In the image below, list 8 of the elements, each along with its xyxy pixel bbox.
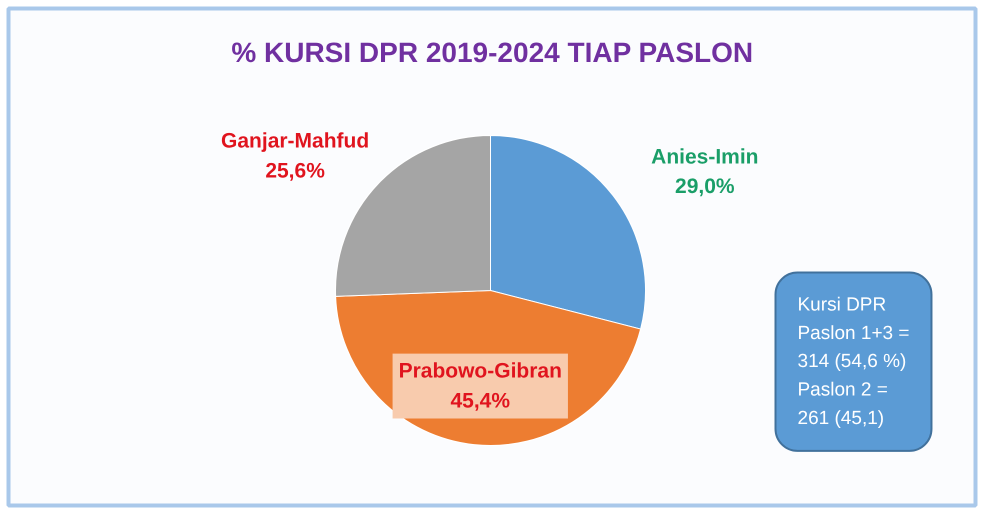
text: Kursi DPR Paslon 1+3 = 314 (54,6 %) Paslon 2 = 261 (45,1) <box>798 294 910 429</box>
slice-label: Anies-Imin <box>651 145 759 168</box>
slice-label: Prabowo-Gibran <box>398 360 562 383</box>
chart-title: % KURSI DPR 2019-2024 TIAP PASLON <box>231 37 754 68</box>
data-label: 25,6% <box>265 160 326 183</box>
data-label: 45,4% <box>450 390 510 412</box>
slice-label: Ganjar-Mahfud <box>221 130 370 153</box>
data-label: 29,0% <box>675 175 735 198</box>
